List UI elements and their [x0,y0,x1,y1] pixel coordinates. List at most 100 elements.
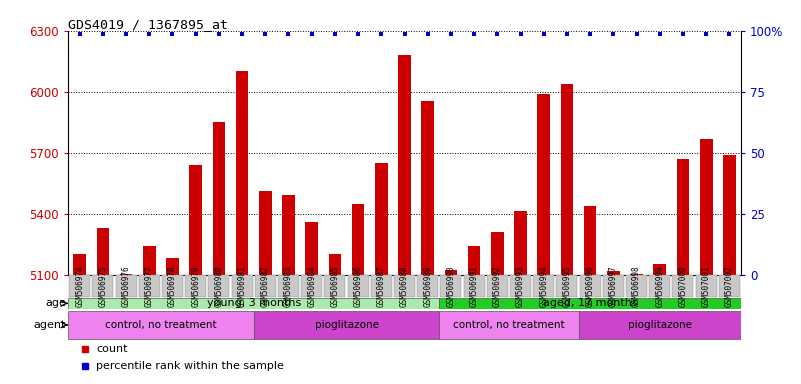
Bar [607,271,620,275]
Text: GSM506980: GSM506980 [215,265,223,307]
FancyBboxPatch shape [510,275,531,297]
Bar [537,94,550,275]
Bar [677,159,690,275]
Text: control, no treatment: control, no treatment [453,320,565,330]
Bar [352,204,364,275]
Bar [700,139,713,275]
Text: GSM506992: GSM506992 [493,265,501,307]
FancyBboxPatch shape [324,275,345,297]
Text: GSM506979: GSM506979 [191,265,200,307]
Text: GSM506978: GSM506978 [168,265,177,307]
Bar [96,228,109,275]
Text: GSM506982: GSM506982 [261,265,270,307]
FancyBboxPatch shape [162,275,183,297]
Text: GSM506990: GSM506990 [446,265,456,307]
Text: GSM507000: GSM507000 [678,265,687,307]
FancyBboxPatch shape [439,298,741,309]
Text: agent: agent [34,320,66,330]
Bar [584,206,597,275]
Text: GSM506974: GSM506974 [75,265,84,307]
Bar [189,165,202,275]
Bar [143,247,155,275]
Text: GDS4019 / 1367895_at: GDS4019 / 1367895_at [68,18,228,31]
Text: control, no treatment: control, no treatment [105,320,217,330]
Bar [328,255,341,275]
FancyBboxPatch shape [278,275,299,297]
Bar [305,222,318,275]
FancyBboxPatch shape [417,275,438,297]
Bar [119,274,132,275]
Text: GSM506983: GSM506983 [284,265,293,307]
Bar [561,84,574,275]
FancyBboxPatch shape [68,311,254,339]
FancyBboxPatch shape [371,275,392,297]
Bar [398,55,411,275]
Text: GSM506997: GSM506997 [609,265,618,307]
Bar [654,264,666,275]
Text: GSM507002: GSM507002 [725,265,734,307]
Text: GSM506981: GSM506981 [238,265,247,307]
FancyBboxPatch shape [718,275,740,297]
Bar [74,255,86,275]
FancyBboxPatch shape [231,275,252,297]
Bar [445,270,457,275]
FancyBboxPatch shape [115,275,136,297]
FancyBboxPatch shape [673,275,694,297]
FancyBboxPatch shape [254,311,439,339]
FancyBboxPatch shape [139,275,159,297]
FancyBboxPatch shape [557,275,578,297]
Text: GSM506989: GSM506989 [423,265,433,307]
Text: GSM506988: GSM506988 [400,265,409,307]
FancyBboxPatch shape [441,275,461,297]
Bar [491,232,504,275]
Text: GSM506996: GSM506996 [586,265,594,307]
Text: GSM506977: GSM506977 [145,265,154,307]
FancyBboxPatch shape [208,275,229,297]
Bar [630,274,643,275]
FancyBboxPatch shape [487,275,508,297]
Text: pioglitazone: pioglitazone [628,320,692,330]
FancyBboxPatch shape [255,275,276,297]
FancyBboxPatch shape [464,275,485,297]
Text: percentile rank within the sample: percentile rank within the sample [96,361,284,371]
FancyBboxPatch shape [69,275,91,297]
FancyBboxPatch shape [301,275,322,297]
FancyBboxPatch shape [578,311,741,339]
FancyBboxPatch shape [185,275,206,297]
FancyBboxPatch shape [650,275,670,297]
Text: aged, 17 months: aged, 17 months [543,298,638,308]
Text: GSM506998: GSM506998 [632,265,641,307]
Bar [282,195,295,275]
FancyBboxPatch shape [348,275,368,297]
FancyBboxPatch shape [533,275,554,297]
Text: GSM506999: GSM506999 [655,265,664,307]
Text: GSM507001: GSM507001 [702,265,710,307]
FancyBboxPatch shape [696,275,717,297]
FancyBboxPatch shape [603,275,624,297]
Text: count: count [96,344,128,354]
FancyBboxPatch shape [439,311,578,339]
Text: GSM506993: GSM506993 [516,265,525,307]
Bar [723,155,735,275]
Text: GSM506986: GSM506986 [353,265,363,307]
FancyBboxPatch shape [92,275,113,297]
FancyBboxPatch shape [394,275,415,297]
Text: GSM506985: GSM506985 [330,265,340,307]
Bar [212,122,225,275]
FancyBboxPatch shape [68,298,439,309]
Text: young, 3 months: young, 3 months [207,298,301,308]
Bar [375,163,388,275]
Bar [235,71,248,275]
Bar [259,192,272,275]
FancyBboxPatch shape [580,275,601,297]
Text: GSM506976: GSM506976 [122,265,131,307]
Text: age: age [45,298,66,308]
Bar [514,211,527,275]
Text: GSM506995: GSM506995 [562,265,571,307]
Text: GSM506987: GSM506987 [376,265,386,307]
Bar [166,258,179,275]
Text: GSM506975: GSM506975 [99,265,107,307]
Text: GSM506991: GSM506991 [469,265,479,307]
Text: GSM506994: GSM506994 [539,265,548,307]
Bar [468,247,481,275]
